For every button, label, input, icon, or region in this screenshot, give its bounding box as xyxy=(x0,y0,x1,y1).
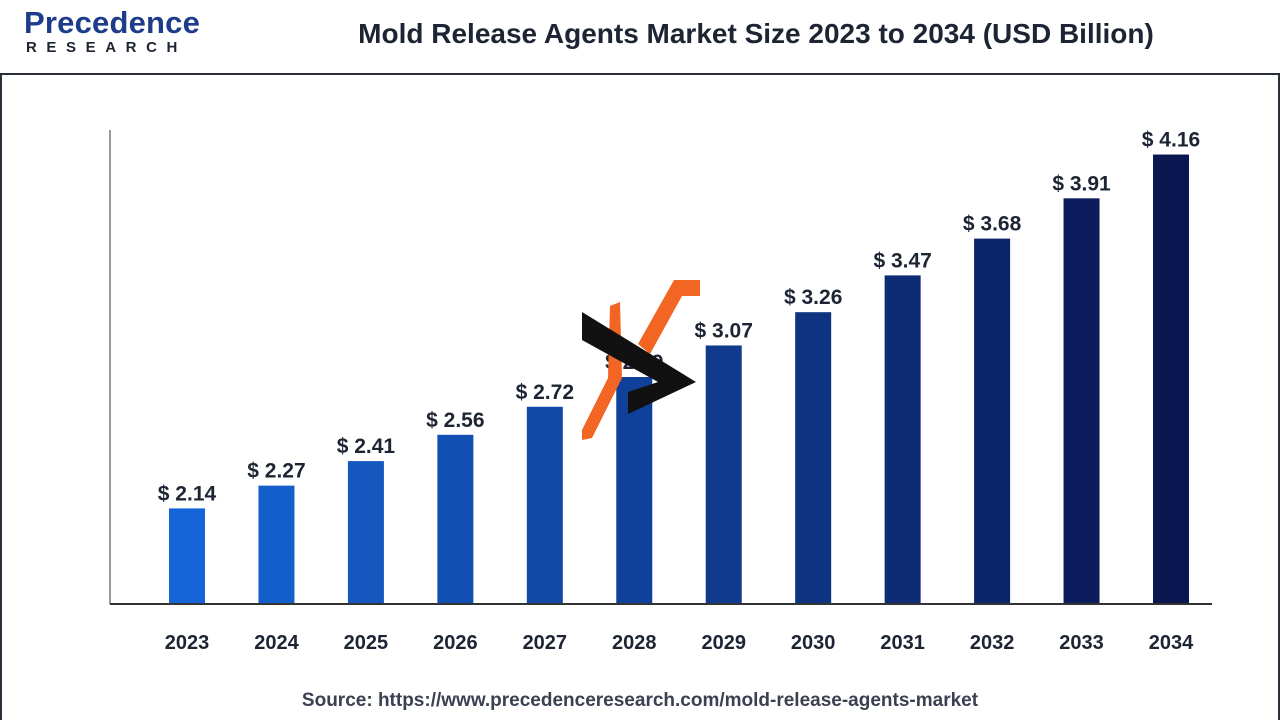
x-tick-label-2026: 2026 xyxy=(433,632,478,654)
watermark-orange-right xyxy=(638,280,700,354)
bar-2023 xyxy=(169,508,205,603)
x-tick-label-2029: 2029 xyxy=(701,632,746,654)
brand-logo: Precedence RESEARCH xyxy=(24,5,224,65)
logo-main-text: Precedence xyxy=(24,5,201,40)
frame-border-left xyxy=(0,75,2,720)
bar-2034 xyxy=(1153,154,1189,603)
bar-2032 xyxy=(974,238,1011,604)
value-label-2034: $ 4.16 xyxy=(1142,129,1200,152)
x-tick-label-2028: 2028 xyxy=(612,632,657,654)
x-tick-label-2033: 2033 xyxy=(1059,632,1104,654)
value-label-2030: $ 3.26 xyxy=(784,286,842,309)
value-label-2032: $ 3.68 xyxy=(963,213,1022,236)
logo-sub-text: RESEARCH xyxy=(26,39,187,56)
x-tick-label-2025: 2025 xyxy=(344,632,389,654)
value-label-2025: $ 2.41 xyxy=(337,435,396,458)
x-tick-label-2034: 2034 xyxy=(1149,632,1194,654)
bar-2033 xyxy=(1063,198,1100,604)
value-label-2023: $ 2.14 xyxy=(158,482,217,505)
value-label-2027: $ 2.72 xyxy=(516,381,574,404)
frame-border-right xyxy=(1278,75,1280,720)
bar-2028 xyxy=(616,377,653,603)
x-tick-label-2030: 2030 xyxy=(791,632,836,654)
x-tick-label-2023: 2023 xyxy=(165,632,210,654)
bar-2029 xyxy=(705,345,742,603)
bar-2030 xyxy=(795,312,832,603)
bar-2027 xyxy=(526,406,563,603)
bar-2026 xyxy=(437,434,474,603)
page-title: Mold Release Agents Market Size 2023 to … xyxy=(358,18,1154,49)
x-tick-label-2031: 2031 xyxy=(880,632,925,654)
value-label-2031: $ 3.47 xyxy=(873,249,931,272)
source-note: Source: https://www.precedenceresearch.c… xyxy=(301,690,979,711)
watermark-logo-icon xyxy=(582,280,700,440)
x-tick-label-2024: 2024 xyxy=(254,632,299,654)
header: Precedence RESEARCH Mold Release Agents … xyxy=(0,0,1280,75)
value-label-2029: $ 3.07 xyxy=(695,319,753,342)
x-tick-label-2032: 2032 xyxy=(970,632,1015,654)
watermark-black-arrow xyxy=(582,312,696,414)
x-tick-label-2027: 2027 xyxy=(523,632,568,654)
value-label-2033: $ 3.91 xyxy=(1052,172,1111,195)
bar-2031 xyxy=(884,275,921,603)
value-label-2024: $ 2.27 xyxy=(247,460,305,483)
bar-2024 xyxy=(258,485,295,603)
bar-2025 xyxy=(347,461,384,603)
value-label-2026: $ 2.56 xyxy=(426,409,484,432)
